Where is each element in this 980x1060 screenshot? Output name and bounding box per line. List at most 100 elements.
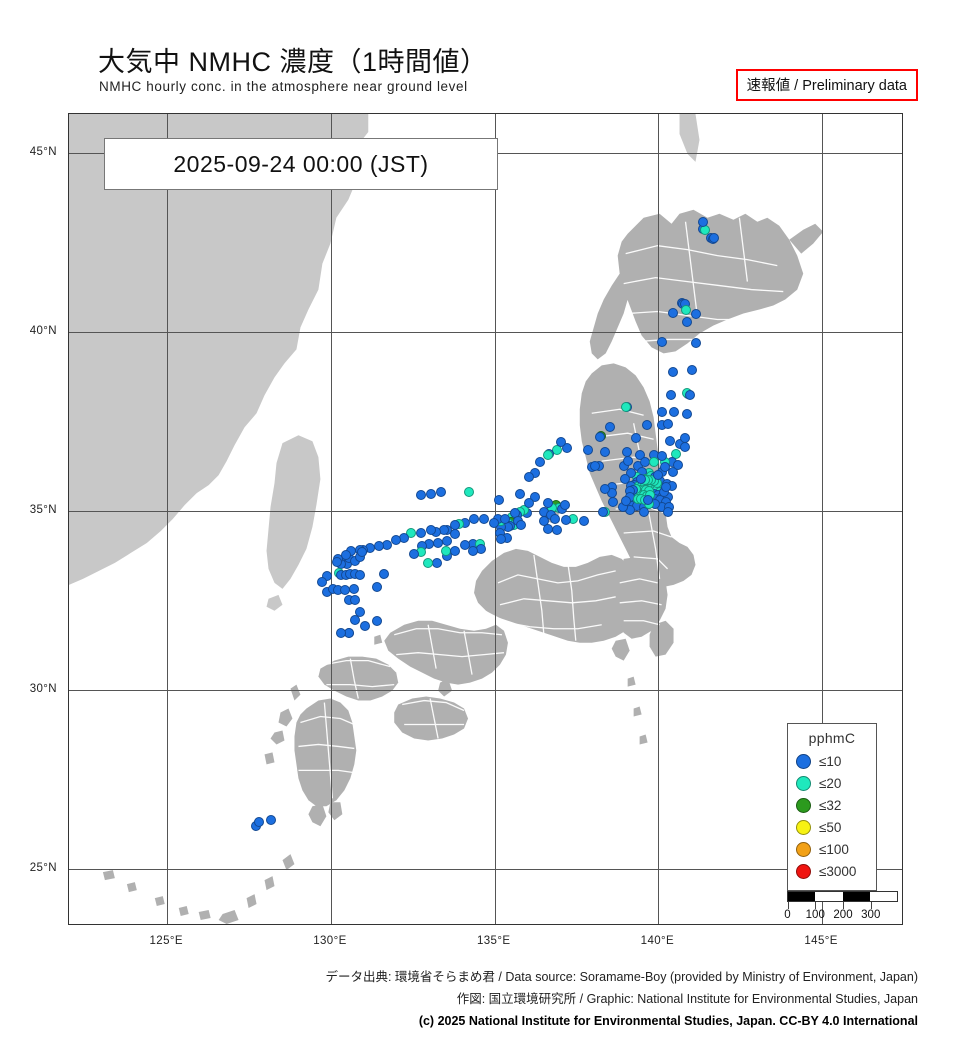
- data-point[interactable]: [469, 513, 480, 524]
- data-point[interactable]: [671, 448, 682, 459]
- data-point[interactable]: [379, 568, 389, 579]
- data-point[interactable]: [253, 816, 264, 827]
- data-point[interactable]: [416, 527, 426, 538]
- data-point[interactable]: [578, 516, 589, 527]
- data-point[interactable]: [551, 524, 562, 535]
- data-point[interactable]: [555, 437, 566, 448]
- map-plot-area[interactable]: 2025-09-24 00:00 (JST) pphmC ≤10 ≤20 ≤32 ≤5…: [68, 113, 903, 925]
- data-point[interactable]: [641, 420, 652, 431]
- data-point[interactable]: [636, 473, 647, 484]
- data-point[interactable]: [335, 628, 346, 639]
- data-point[interactable]: [604, 421, 615, 432]
- data-point[interactable]: [663, 419, 674, 430]
- data-point[interactable]: [660, 481, 671, 492]
- data-point[interactable]: [649, 456, 660, 467]
- data-point[interactable]: [550, 513, 561, 524]
- data-point[interactable]: [664, 436, 675, 447]
- data-point[interactable]: [709, 233, 720, 244]
- data-point[interactable]: [468, 546, 479, 557]
- data-point[interactable]: [679, 441, 690, 452]
- data-point[interactable]: [524, 472, 535, 483]
- data-point[interactable]: [449, 546, 460, 557]
- data-point[interactable]: [493, 495, 504, 506]
- data-point[interactable]: [583, 445, 593, 456]
- data-point[interactable]: [360, 621, 371, 632]
- data-point[interactable]: [625, 468, 636, 479]
- data-point[interactable]: [374, 541, 385, 552]
- data-point[interactable]: [656, 407, 667, 418]
- data-point[interactable]: [266, 815, 277, 826]
- data-point[interactable]: [390, 535, 401, 546]
- data-point[interactable]: [372, 616, 383, 627]
- data-point[interactable]: [686, 364, 697, 375]
- data-point[interactable]: [354, 569, 365, 580]
- data-point[interactable]: [322, 571, 333, 582]
- data-point[interactable]: [659, 462, 670, 473]
- data-point[interactable]: [524, 498, 535, 509]
- data-point[interactable]: [349, 615, 360, 626]
- data-point[interactable]: [348, 584, 359, 595]
- data-point[interactable]: [529, 492, 540, 503]
- data-point[interactable]: [562, 443, 573, 454]
- data-point[interactable]: [657, 450, 668, 461]
- data-point[interactable]: [668, 407, 679, 418]
- data-point[interactable]: [657, 337, 668, 348]
- data-point[interactable]: [422, 557, 433, 568]
- data-point[interactable]: [665, 390, 676, 401]
- data-point[interactable]: [449, 519, 460, 530]
- data-point[interactable]: [561, 515, 572, 525]
- data-point[interactable]: [349, 595, 360, 606]
- data-point[interactable]: [495, 533, 506, 544]
- data-point[interactable]: [416, 489, 426, 500]
- data-point[interactable]: [460, 540, 471, 551]
- data-point[interactable]: [499, 513, 510, 524]
- data-point[interactable]: [608, 497, 619, 508]
- data-point[interactable]: [668, 367, 679, 378]
- data-point[interactable]: [600, 483, 611, 494]
- data-point[interactable]: [652, 470, 663, 481]
- data-point[interactable]: [560, 499, 571, 510]
- data-point[interactable]: [680, 432, 691, 443]
- data-point[interactable]: [534, 456, 545, 467]
- data-point[interactable]: [622, 456, 633, 467]
- data-point[interactable]: [372, 581, 383, 592]
- data-point[interactable]: [595, 431, 606, 442]
- data-point[interactable]: [435, 487, 446, 498]
- data-point[interactable]: [620, 473, 630, 484]
- data-point[interactable]: [479, 513, 490, 524]
- data-point[interactable]: [600, 447, 611, 458]
- data-point[interactable]: [425, 488, 436, 499]
- data-point[interactable]: [354, 606, 365, 617]
- data-point[interactable]: [685, 390, 696, 401]
- data-point[interactable]: [673, 459, 684, 470]
- data-point[interactable]: [589, 461, 600, 472]
- data-point[interactable]: [680, 305, 691, 316]
- data-point[interactable]: [450, 529, 461, 540]
- data-point[interactable]: [631, 432, 642, 443]
- data-point[interactable]: [357, 547, 368, 558]
- data-point[interactable]: [621, 402, 632, 413]
- data-point[interactable]: [621, 496, 632, 507]
- data-point[interactable]: [432, 557, 443, 568]
- data-point[interactable]: [425, 524, 436, 535]
- data-point[interactable]: [340, 549, 351, 560]
- data-point[interactable]: [433, 537, 444, 548]
- data-point[interactable]: [409, 548, 420, 559]
- data-point[interactable]: [515, 520, 526, 531]
- data-point[interactable]: [515, 488, 526, 499]
- data-point[interactable]: [642, 494, 653, 505]
- data-point[interactable]: [691, 308, 702, 319]
- data-point[interactable]: [697, 217, 708, 228]
- data-point[interactable]: [668, 307, 679, 318]
- data-point[interactable]: [663, 506, 674, 517]
- data-point[interactable]: [691, 337, 702, 348]
- data-point[interactable]: [682, 408, 693, 419]
- data-point[interactable]: [331, 556, 342, 567]
- data-point[interactable]: [316, 576, 327, 587]
- data-point[interactable]: [682, 317, 693, 328]
- data-point[interactable]: [597, 507, 608, 518]
- data-point[interactable]: [489, 517, 500, 528]
- data-point[interactable]: [464, 487, 475, 498]
- data-point[interactable]: [638, 506, 649, 517]
- data-point[interactable]: [542, 449, 553, 460]
